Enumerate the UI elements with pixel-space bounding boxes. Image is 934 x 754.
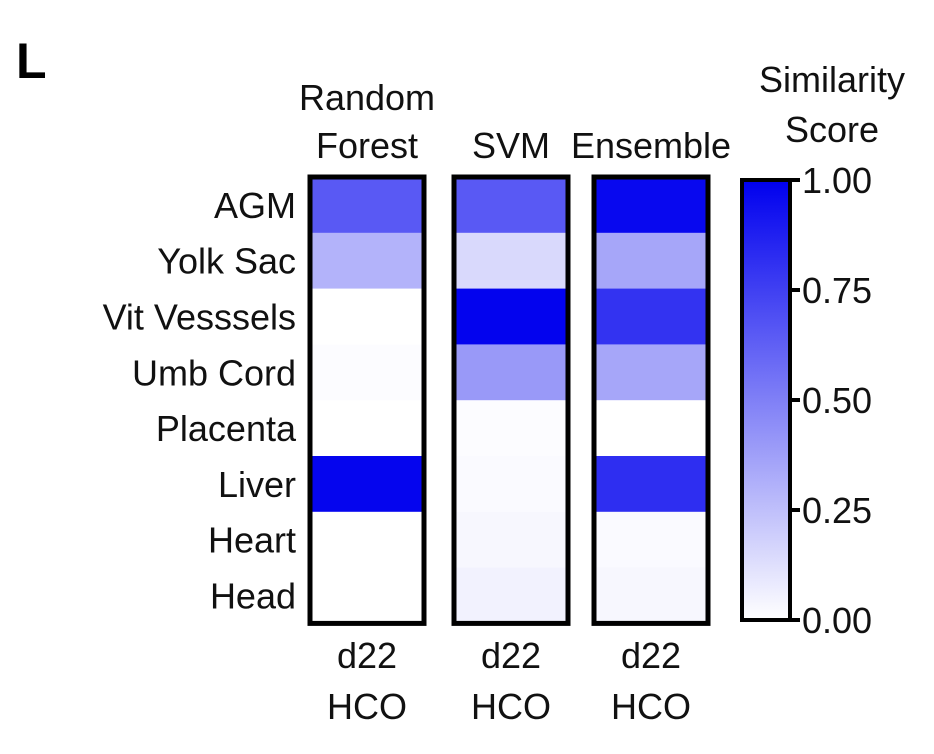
heatmap-cell [310,567,424,624]
sample-label: d22 [621,635,681,676]
column-frame [451,174,571,626]
heatmap-cell [594,288,708,345]
heatmap-cell [310,344,424,401]
row-label: Head [210,576,296,617]
heatmap-column: SVM d22 HCO [451,125,571,727]
heatmap-cell [454,456,568,513]
colorbar-tick-label: 0.50 [802,380,872,421]
sample-label: d22 [481,635,541,676]
column-title: SVM [472,125,550,166]
heatmap-cell [310,232,424,290]
colorbar: Similarity Score 1.00 0.75 0.50 0.25 0.00 [740,59,905,641]
heatmap-cell [594,456,708,513]
heatmap-cell [454,232,568,290]
colorbar-tick-label: 0.75 [802,270,872,311]
colorbar-tick-label: 0.00 [802,600,872,641]
row-label: Placenta [156,408,297,449]
row-label: Yolk Sac [157,241,296,282]
colorbar-tick-label: 0.25 [802,490,872,531]
colorbar-gradient [740,178,792,622]
row-label: Heart [208,520,296,561]
row-label: Vit Vesssels [103,297,296,338]
heatmap-cell [310,456,424,513]
heatmap-cell [310,511,424,569]
heatmap-cell [454,288,568,345]
heatmap-column: Random Forest d22 HCO [299,77,435,727]
sample-label: HCO [611,686,691,727]
heatmap-cell [454,177,568,234]
heatmap-cell [454,344,568,401]
column-title: Forest [316,125,418,166]
heatmap-columns: Random Forest d22 HCO SVM d22 HCO Ensemble d22 HC… [299,77,731,727]
heatmap-cell [310,288,424,345]
column-title: Ensemble [571,125,731,166]
row-labels: AGM Yolk Sac Vit Vesssels Umb Cord Placenta L… [103,185,297,617]
sample-label: d22 [337,635,397,676]
panel-label: L [16,33,47,89]
sample-label: HCO [327,686,407,727]
row-label: Liver [218,464,296,505]
row-label: Umb Cord [132,352,296,393]
column-title: Random [299,77,435,118]
heatmap-cell [594,511,708,569]
heatmap-cell [310,177,424,234]
heatmap-cell [454,511,568,569]
heatmap-column: Ensemble d22 HCO [571,125,731,727]
heatmap-cell [454,400,568,457]
colorbar-tick-label: 1.00 [802,160,872,201]
heatmap-cell [594,232,708,290]
heatmap-cell [594,400,708,457]
heatmap-cell [594,344,708,401]
row-label: AGM [214,185,296,226]
column-frame [307,174,427,626]
heatmap-cell [594,567,708,624]
heatmap-cell [310,400,424,457]
colorbar-title: Score [785,109,879,150]
heatmap-cell [454,567,568,624]
heatmap-cell [594,177,708,234]
column-frame [591,174,711,626]
sample-label: HCO [471,686,551,727]
colorbar-title: Similarity [759,59,905,100]
